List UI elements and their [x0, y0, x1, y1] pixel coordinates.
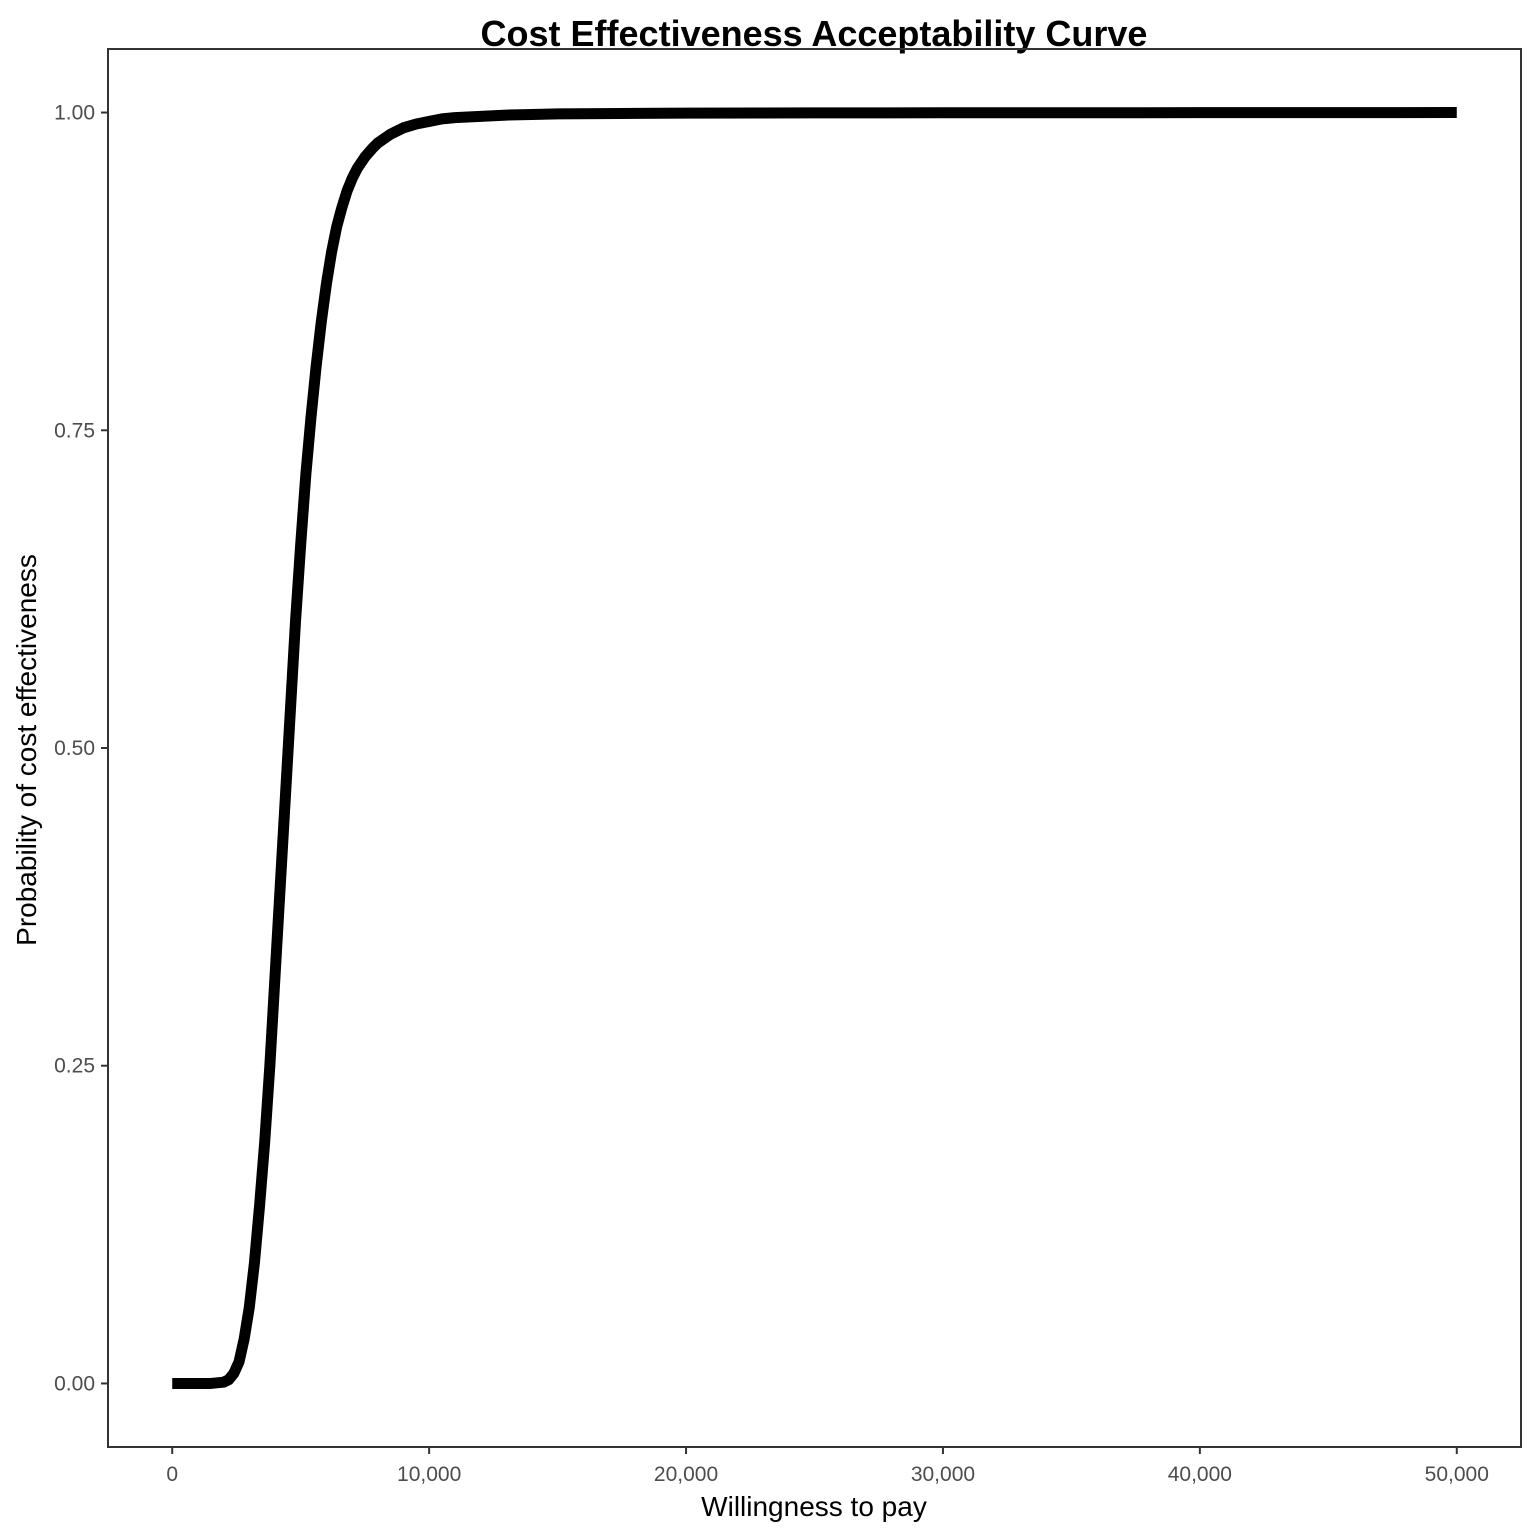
y-tick-label: 0.25: [54, 1055, 95, 1078]
chart-title: Cost Effectiveness Acceptability Curve: [481, 13, 1148, 54]
x-tick-label: 10,000: [397, 1463, 461, 1486]
y-tick-label: 0.75: [54, 419, 95, 442]
y-axis: 0.00 0.25 0.50 0.75 1.00: [54, 102, 108, 1395]
y-axis-label: Probability of cost effectiveness: [11, 554, 42, 946]
x-tick-label: 0: [166, 1463, 178, 1486]
x-tick-label: 50,000: [1425, 1463, 1489, 1486]
ceac-curve-line: [172, 107, 1457, 1389]
y-tick-label: 1.00: [54, 102, 95, 125]
y-tick-label: 0.50: [54, 737, 95, 760]
x-axis-label: Willingness to pay: [701, 1491, 927, 1522]
x-tick-label: 20,000: [654, 1463, 718, 1486]
x-tick-label: 40,000: [1168, 1463, 1232, 1486]
x-tick-label: 30,000: [911, 1463, 975, 1486]
plot-panel-border: [107, 48, 1522, 1448]
x-axis: 0 10,000 20,000 30,000 40,000 50,000: [166, 1447, 1489, 1486]
y-tick-label: 0.00: [54, 1372, 95, 1395]
